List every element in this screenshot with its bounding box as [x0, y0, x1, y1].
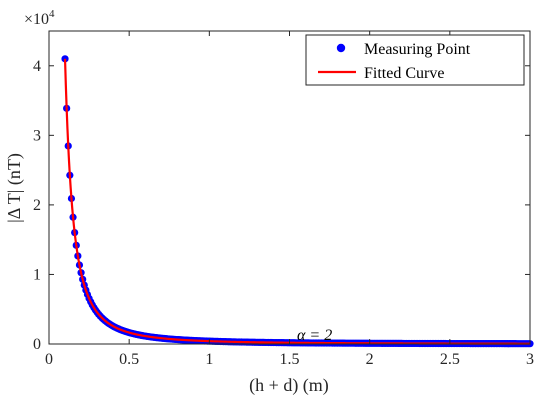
y-tick-label: 0	[33, 336, 41, 353]
annotation-alpha: α = 2	[297, 327, 332, 344]
y-axis-label: |Δ T| (nT)	[4, 153, 25, 223]
x-axis-label: (h + d) (m)	[249, 375, 329, 396]
legend-box	[305, 34, 525, 86]
y-tick-label: 4	[33, 58, 41, 75]
x-tick-label: 2	[366, 351, 374, 368]
legend-marker-measuring-point	[336, 43, 346, 53]
y-axis-ticks: 0 1 2 3 4	[33, 58, 530, 353]
x-tick-label: 2.5	[440, 351, 460, 368]
y-axis-multiplier: ×104	[24, 8, 55, 28]
x-tick-label: 1.5	[280, 351, 300, 368]
y-tick-label: 2	[33, 197, 41, 214]
x-tick-label: 1	[205, 351, 213, 368]
legend: Measuring Point Fitted Curve	[305, 34, 525, 86]
y-tick-label: 3	[33, 127, 41, 144]
legend-label-fitted-curve: Fitted Curve	[364, 65, 444, 82]
x-tick-label: 3	[526, 351, 534, 368]
x-tick-label: 0.5	[119, 351, 139, 368]
legend-label-measuring-point: Measuring Point	[364, 41, 471, 58]
x-axis-ticks: 0 0.5 1 1.5 2 2.5 3	[45, 31, 534, 368]
y-tick-label: 1	[33, 266, 41, 283]
x-tick-label: 0	[45, 351, 53, 368]
y-axis-multiplier-exponent: 4	[49, 8, 55, 20]
fitted-curve	[63, 58, 530, 345]
data-layer	[61, 55, 534, 348]
